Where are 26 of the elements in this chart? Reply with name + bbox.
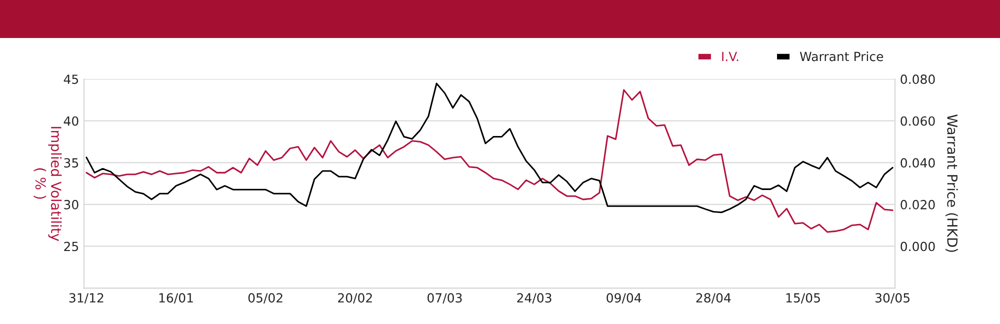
- x-tick-label: 31/12: [69, 293, 104, 304]
- legend-label: I.V.: [722, 52, 738, 62]
- x-tick-label: 20/02: [338, 293, 372, 304]
- y-tick-label: 25: [64, 242, 78, 252]
- y2-axis-title: Warrant Price (HKD): [945, 114, 958, 252]
- y2-tick-label: 0.020: [900, 200, 935, 210]
- y-axis-title: Implied Volatility ( % ): [34, 126, 62, 242]
- y2-tick-label: 0.060: [900, 116, 935, 126]
- line-series: [86, 89, 894, 233]
- y2-tick-label: 0.040: [900, 158, 935, 168]
- x-tick-label: 05/02: [248, 293, 282, 304]
- y2-tick-label: 0.000: [900, 242, 935, 252]
- x-tick-label: 07/03: [428, 293, 462, 304]
- y2-tick-label: 0.080: [900, 74, 935, 84]
- y-tick-label: 45: [64, 74, 78, 84]
- x-tick-label: 28/04: [696, 293, 731, 304]
- legend-label: Warrant Price: [800, 52, 884, 62]
- x-tick-label: 09/04: [606, 293, 642, 304]
- y-tick-label: 35: [64, 158, 78, 168]
- y-tick-label: 30: [64, 200, 78, 210]
- y-tick-label: 40: [64, 116, 78, 126]
- line-series: [86, 82, 894, 214]
- x-tick-label: 30/05: [876, 293, 910, 304]
- x-tick-label: 24/03: [517, 293, 552, 304]
- x-tick-label: 15/05: [786, 293, 820, 304]
- x-tick-label: 16/01: [159, 293, 193, 304]
